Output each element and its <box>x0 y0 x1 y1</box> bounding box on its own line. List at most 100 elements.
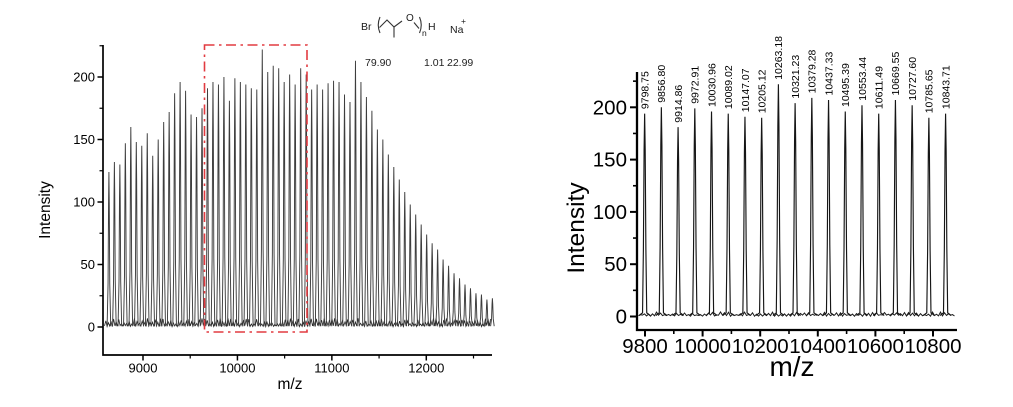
peak <box>402 191 408 327</box>
peak-label: 10785.65 <box>924 69 936 113</box>
highlight-box <box>203 44 308 333</box>
peak <box>789 103 801 316</box>
peak <box>446 265 451 327</box>
peak <box>688 108 701 316</box>
peak <box>134 141 139 327</box>
y-tick-label: 0 <box>616 306 627 329</box>
peak <box>150 155 156 327</box>
peak <box>205 88 210 327</box>
peak <box>270 65 276 327</box>
peak <box>672 127 684 316</box>
peak <box>638 113 651 316</box>
peak <box>243 84 249 327</box>
peak <box>172 93 177 327</box>
axes <box>635 72 957 332</box>
y-tick-label: 0 <box>88 320 95 335</box>
peak <box>128 126 134 327</box>
y-tick-label: 50 <box>604 253 627 276</box>
peak-label: 10437.33 <box>823 52 835 96</box>
y-tick-label: 200 <box>73 70 95 85</box>
peak <box>298 68 303 327</box>
peak <box>939 113 952 316</box>
peak <box>210 81 216 327</box>
peak <box>183 90 188 327</box>
x-tick-label: 10000 <box>219 361 255 376</box>
axes <box>102 45 492 356</box>
mass-value-na: 22.99 <box>447 57 474 69</box>
peak <box>429 243 435 327</box>
peak-label: 10727.60 <box>907 57 919 101</box>
peak <box>292 84 298 327</box>
peak <box>276 68 281 327</box>
baseline-noise <box>104 318 491 329</box>
x-tick-label: 11000 <box>314 361 349 376</box>
structure-charge-label: + <box>461 16 466 26</box>
peak <box>254 89 260 327</box>
peak <box>221 76 227 327</box>
x-tick-label: 10800 <box>904 335 961 358</box>
structure-o-label: O <box>406 13 414 24</box>
peak-label: 9972.91 <box>690 66 702 104</box>
peak-labels: 9798.75 9856.80 9914.86 9972.91 10030.96 1008… <box>639 36 952 123</box>
peak <box>468 288 473 327</box>
peak <box>856 105 868 316</box>
structure-bonds <box>377 16 422 38</box>
x-tick-label: 10200 <box>732 335 789 358</box>
peak-label: 9914.86 <box>673 85 685 123</box>
y-tick-label: 100 <box>73 195 95 210</box>
peak <box>413 214 418 327</box>
peak <box>755 117 768 316</box>
peak <box>906 105 919 316</box>
peak <box>216 84 221 327</box>
peak <box>227 100 232 327</box>
peak <box>705 111 718 316</box>
peak <box>440 259 446 327</box>
peak <box>391 166 397 327</box>
y-axis-label: Intensity <box>37 181 54 239</box>
peak <box>872 113 885 316</box>
axis-ticks <box>97 45 475 361</box>
peak <box>188 114 194 327</box>
peak-label: 10379.28 <box>807 49 819 93</box>
peak <box>281 81 287 327</box>
y-tick-label: 100 <box>593 201 627 224</box>
structure-h-label: H <box>428 21 436 33</box>
peak <box>259 49 265 327</box>
x-tick-label: 12000 <box>408 361 444 376</box>
y-tick-label: 200 <box>593 96 627 119</box>
peak <box>139 145 145 327</box>
peak <box>117 164 123 327</box>
peak <box>265 71 271 327</box>
peak <box>375 129 380 327</box>
peak <box>739 116 751 316</box>
spectrum-peaks <box>638 84 952 316</box>
peak <box>320 89 325 327</box>
peak <box>331 80 336 327</box>
x-tick-label: 10600 <box>847 335 904 358</box>
peak <box>238 81 243 327</box>
peak <box>347 101 353 327</box>
peak-label: 10495.39 <box>840 63 852 107</box>
peak <box>772 84 785 316</box>
x-axis-label: m/z <box>769 351 814 382</box>
peak <box>106 171 112 327</box>
peak <box>407 204 413 327</box>
peak-label: 10263.18 <box>773 36 785 80</box>
peak <box>479 294 484 327</box>
x-axis-label: m/z <box>278 376 303 393</box>
peak <box>287 74 292 327</box>
peak <box>889 99 902 316</box>
peak <box>451 273 457 327</box>
zoom-spectrum-chart: 9798.75 9856.80 9914.86 9972.91 10030.96 1008… <box>563 36 962 382</box>
peak <box>424 234 429 327</box>
peak <box>722 113 735 316</box>
x-tick-label: 9800 <box>622 335 668 358</box>
peak-label: 9856.80 <box>656 65 668 103</box>
peak <box>112 161 117 327</box>
peak <box>923 117 935 316</box>
x-tick-label: 9000 <box>129 361 158 376</box>
peak <box>358 81 364 327</box>
y-tick-label: 150 <box>73 132 95 147</box>
peak <box>314 84 320 327</box>
